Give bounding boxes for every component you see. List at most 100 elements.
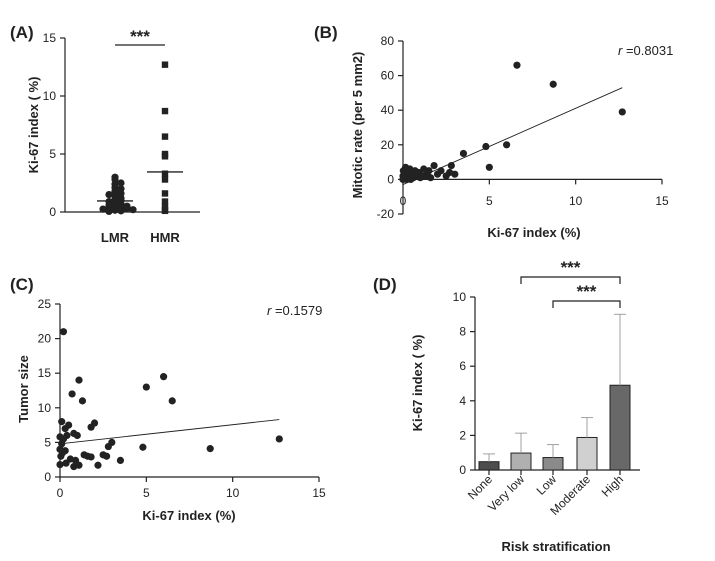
y-tick-label: 2 [459, 428, 466, 442]
data-point [420, 165, 428, 173]
data-point [139, 443, 147, 451]
x-tick-label: HMR [150, 230, 180, 245]
y-tick-label: 5 [44, 435, 51, 449]
x-tick-label: 0 [57, 486, 64, 500]
data-point [161, 133, 169, 140]
y-tick-label: -20 [377, 207, 395, 221]
data-point [482, 142, 490, 151]
x-tick-label: 10 [226, 486, 240, 500]
data-point [58, 418, 66, 426]
data-point [161, 61, 169, 68]
x-tick-label: 5 [486, 194, 493, 208]
panel-c-xlabel: Ki-67 index (%) [142, 508, 235, 523]
panel-d-label: (D) [373, 275, 397, 294]
data-point [430, 161, 438, 170]
data-point [57, 452, 65, 460]
panel-b-r-value: =0.8031 [622, 43, 673, 58]
data-point [618, 108, 626, 116]
data-point [123, 204, 131, 213]
panel-a-label: (A) [10, 23, 34, 42]
panel-c-ylabel: Tumor size [16, 355, 31, 423]
data-point [447, 161, 455, 170]
data-point [206, 445, 214, 453]
x-tick-label: High [599, 472, 626, 499]
bar [609, 384, 631, 471]
y-tick-label: 10 [43, 89, 57, 103]
panel-a-ylabel: Ki-67 index ( %) [26, 77, 41, 174]
data-point [549, 80, 557, 88]
bar [576, 436, 598, 471]
panel-c-r-prefix: r [267, 303, 272, 318]
data-point [103, 452, 111, 460]
data-point [68, 390, 76, 398]
panel-b-xlabel: Ki-67 index (%) [487, 225, 580, 240]
x-tick-label: 5 [143, 486, 150, 500]
panel-b-ylabel: Mitotic rate (per 5 mm2) [350, 52, 365, 199]
panel-b: (B) Mitotic rate (per 5 mm2) Ki-67 index… [314, 23, 673, 240]
panel-d: (D) Ki-67 index ( %) Risk stratification… [373, 258, 640, 554]
data-point [129, 206, 137, 214]
data-point [161, 153, 169, 160]
x-tick-label: 15 [312, 486, 326, 500]
panel-a-plot: 0 5 10 15 LMR HMR *** [43, 27, 200, 245]
x-tick-label: 15 [655, 194, 669, 208]
panel-c-label: (C) [10, 275, 34, 294]
y-tick-label: 0 [44, 470, 51, 484]
data-point [73, 431, 81, 440]
panel-a: (A) Ki-67 index ( %) 0 5 10 15 LMR HMR *** [10, 23, 200, 245]
data-point [58, 440, 66, 448]
data-point [485, 163, 493, 171]
data-point [161, 107, 169, 115]
data-point [56, 460, 64, 469]
y-tick-label: 0 [459, 463, 466, 477]
data-point [161, 190, 169, 197]
y-tick-label: 6 [459, 359, 466, 373]
significance-label: *** [577, 282, 597, 301]
data-point [142, 383, 150, 391]
data-point [59, 328, 68, 336]
y-tick-label: 60 [381, 69, 395, 83]
y-tick-label: 15 [38, 366, 52, 380]
y-tick-label: 8 [459, 325, 466, 339]
trend-line [59, 419, 280, 445]
data-point [111, 206, 119, 214]
data-point [117, 207, 125, 215]
bar [510, 452, 532, 471]
data-point [168, 397, 176, 405]
panel-c-plot: 0 5 10 15 0 5 10 15 20 25 [38, 297, 326, 500]
data-point [442, 172, 450, 180]
y-tick-label: 20 [38, 332, 52, 346]
data-point [105, 191, 113, 199]
data-point [116, 456, 125, 464]
data-point [99, 205, 107, 213]
significance-label: *** [561, 258, 581, 277]
data-point [90, 419, 99, 427]
data-point [161, 207, 169, 215]
bar [542, 457, 564, 471]
data-point [161, 176, 169, 183]
data-point [161, 203, 169, 210]
y-tick-label: 80 [381, 34, 395, 48]
data-point [399, 175, 407, 183]
data-point [459, 149, 468, 158]
y-tick-label: 0 [387, 172, 394, 186]
y-tick-label: 0 [49, 205, 56, 219]
panel-d-xlabel: Risk stratification [501, 539, 610, 554]
data-point [94, 461, 102, 469]
x-tick-label: 10 [569, 194, 583, 208]
panel-b-plot: 0 5 10 15 -20 0 20 40 60 80 [377, 34, 669, 221]
y-tick-label: 10 [38, 401, 52, 415]
y-tick-label: 4 [459, 394, 466, 408]
data-point [75, 376, 83, 384]
data-point [513, 61, 521, 69]
data-point [160, 373, 168, 381]
data-point [399, 167, 407, 175]
data-point [433, 170, 442, 178]
significance-bracket [552, 300, 621, 308]
data-point [104, 442, 112, 451]
y-tick-label: 5 [49, 147, 56, 161]
data-point [161, 170, 169, 177]
panel-c: (C) Tumor size Ki-67 index (%) r =0.1579… [10, 275, 326, 523]
panel-b-label: (B) [314, 23, 338, 42]
